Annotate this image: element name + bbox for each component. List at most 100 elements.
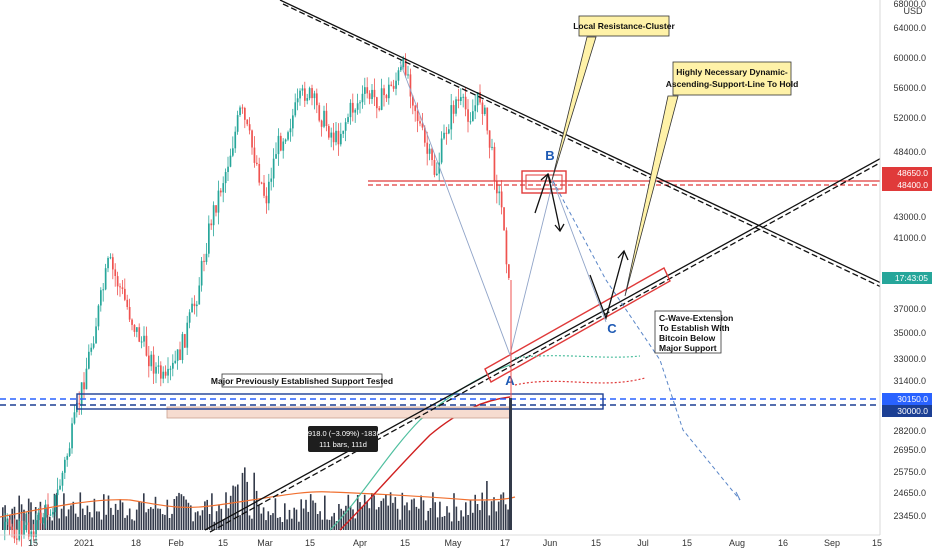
ascending-support-channel[interactable] bbox=[484, 267, 671, 383]
volume-bar bbox=[345, 505, 347, 530]
wave-label-c: C bbox=[607, 321, 617, 336]
candle-body bbox=[73, 412, 76, 424]
volume-bar bbox=[410, 499, 413, 530]
volume-bar bbox=[192, 521, 194, 530]
candle-body bbox=[107, 258, 109, 269]
volume-bar bbox=[72, 501, 75, 530]
candle-body bbox=[102, 289, 105, 291]
time-tick-label: Mar bbox=[257, 538, 273, 548]
candle-body bbox=[239, 107, 241, 115]
candle-body bbox=[162, 371, 165, 379]
volume-bar bbox=[218, 504, 220, 530]
volume-bar bbox=[150, 507, 152, 530]
volume-bar bbox=[457, 520, 460, 530]
resistance-callout-pointer bbox=[551, 36, 597, 181]
volume-bar bbox=[70, 505, 72, 530]
price-tag-label: 48650.0 bbox=[897, 168, 928, 178]
time-tick-label: 15 bbox=[305, 538, 315, 548]
price-tick-label: 33000.0 bbox=[893, 354, 926, 364]
support-callout-box[interactable] bbox=[672, 61, 792, 96]
candle-body bbox=[49, 514, 52, 516]
price-tag-label: 48400.0 bbox=[897, 180, 928, 190]
candle-body bbox=[244, 108, 246, 120]
volume-bar bbox=[168, 518, 171, 530]
arrow-c-head bbox=[617, 249, 629, 261]
candle-body bbox=[366, 87, 369, 94]
candle-body bbox=[371, 89, 373, 99]
volume-bar bbox=[131, 519, 133, 530]
volume-bar bbox=[441, 516, 444, 530]
volume-bar bbox=[65, 516, 68, 530]
candle-body bbox=[373, 89, 376, 98]
candle-body bbox=[320, 120, 323, 127]
c-wave-note-box[interactable] bbox=[654, 310, 722, 354]
candle-body bbox=[412, 96, 414, 106]
volume-bar bbox=[126, 515, 129, 530]
volume-bar bbox=[422, 500, 425, 530]
candle-body bbox=[328, 126, 330, 138]
candle-body bbox=[8, 519, 11, 527]
volume-bar bbox=[67, 509, 70, 530]
price-tag-label: 17:43:05 bbox=[895, 273, 928, 283]
resistance-callout-box[interactable] bbox=[578, 15, 670, 37]
candle-body bbox=[426, 142, 429, 154]
candle-body bbox=[344, 122, 347, 131]
volume-bar bbox=[49, 516, 51, 530]
volume-bar bbox=[380, 500, 382, 530]
volume-bar bbox=[180, 494, 183, 530]
candle-body bbox=[44, 504, 47, 518]
candle-body bbox=[332, 132, 335, 143]
volume-bar bbox=[460, 510, 462, 530]
volume-bar bbox=[331, 516, 333, 530]
candle-body bbox=[203, 260, 205, 262]
price-tick-label: 52000.0 bbox=[893, 113, 926, 123]
volume-bar bbox=[244, 467, 246, 530]
volume-bar bbox=[121, 502, 124, 530]
volume-bar bbox=[392, 502, 394, 530]
candle-body bbox=[193, 303, 196, 307]
candle-body bbox=[188, 312, 191, 323]
candle-body bbox=[335, 130, 337, 143]
candle-body bbox=[114, 269, 117, 276]
volume-bar bbox=[349, 506, 352, 530]
ascending-trendline-solid[interactable] bbox=[204, 149, 897, 531]
candle-body bbox=[140, 341, 143, 343]
candle-body bbox=[503, 207, 505, 231]
time-tick-label: Feb bbox=[168, 538, 184, 548]
volume-bar bbox=[103, 494, 105, 530]
candle-body bbox=[361, 93, 364, 103]
volume-bar bbox=[378, 507, 380, 530]
volume-bar bbox=[319, 511, 321, 530]
price-tick-label: 64000.0 bbox=[893, 23, 926, 33]
candle-body bbox=[378, 108, 381, 110]
volume-bar bbox=[467, 515, 469, 530]
volume-bar bbox=[86, 505, 89, 530]
resistance-cluster-box[interactable] bbox=[521, 170, 567, 194]
candle-body bbox=[37, 512, 40, 521]
volume-bar bbox=[100, 519, 103, 530]
candle-body bbox=[215, 205, 217, 213]
volume-bar bbox=[295, 509, 298, 530]
price-tag-label: 30000.0 bbox=[897, 406, 928, 416]
candle-body bbox=[383, 88, 385, 96]
volume-bar bbox=[448, 512, 451, 530]
candle-body bbox=[292, 115, 294, 129]
candle-body bbox=[280, 135, 282, 151]
candle-body bbox=[97, 305, 100, 327]
candle-body bbox=[133, 324, 136, 332]
volume-bar bbox=[178, 492, 180, 530]
volume-bar bbox=[443, 516, 446, 530]
candle-body bbox=[316, 93, 318, 106]
major-support-box[interactable] bbox=[76, 393, 604, 410]
projection-green-dotted bbox=[514, 355, 641, 359]
volume-bar bbox=[81, 508, 84, 530]
volume-bar bbox=[152, 508, 154, 530]
candle-body bbox=[179, 349, 181, 360]
candle-body bbox=[498, 191, 501, 194]
descending-trendline-solid[interactable] bbox=[279, 0, 897, 291]
abc-wave-projection bbox=[399, 61, 607, 357]
candle-body bbox=[270, 178, 273, 182]
candle-body bbox=[340, 133, 342, 145]
volume-bar bbox=[439, 501, 441, 530]
